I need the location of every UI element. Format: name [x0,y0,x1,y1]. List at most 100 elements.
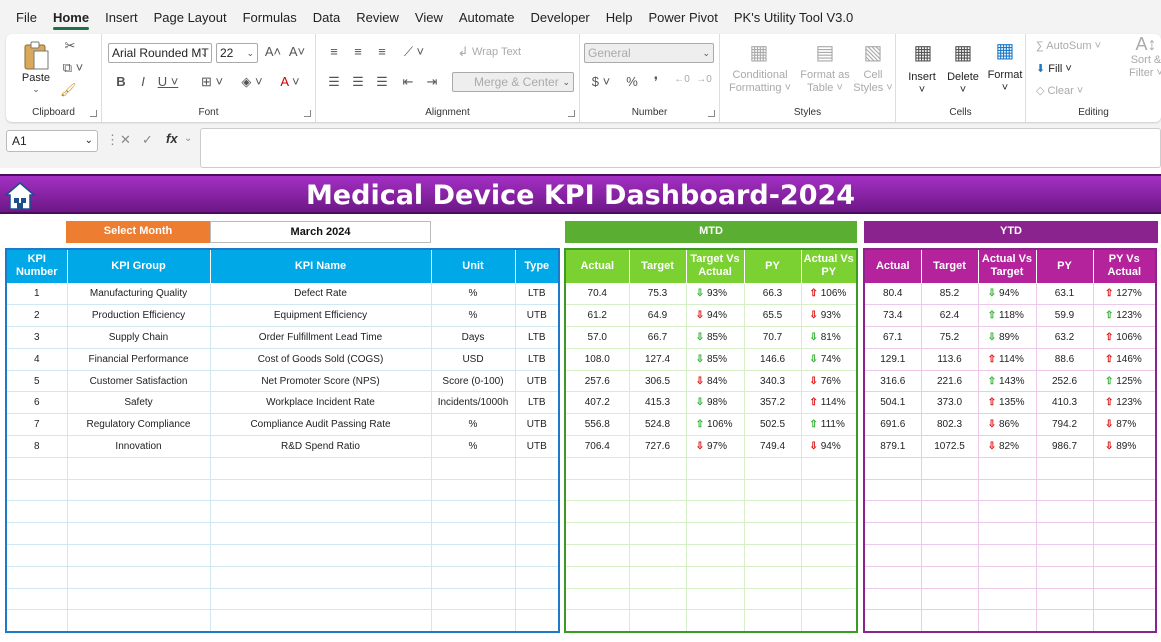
kpi-name-cell[interactable]: Net Promoter Score (NPS) [209,369,432,393]
empty-cell[interactable] [66,609,211,633]
empty-cell[interactable] [5,565,68,589]
font-launcher-icon[interactable] [304,110,311,117]
kpi-group-cell[interactable]: Safety [66,391,211,415]
empty-cell[interactable] [628,456,687,480]
empty-cell[interactable] [1035,456,1094,480]
mtd-actual-cell[interactable]: 407.2 [564,391,630,415]
empty-cell[interactable] [920,456,979,480]
borders-icon[interactable]: ⊞ ˅ [200,74,224,89]
empty-cell[interactable] [863,456,922,480]
empty-cell[interactable] [66,522,211,546]
clear-button[interactable]: ◇ Clear ˅ [1036,85,1084,97]
insert-cells-icon[interactable]: ▦ [913,42,933,64]
kpi-name-cell[interactable]: Workplace Incident Rate [209,391,432,415]
empty-cell[interactable] [863,609,922,633]
empty-cell[interactable] [628,478,687,502]
ytd-py-cell[interactable]: 794.2 [1035,413,1094,437]
name-box[interactable]: A1 ⌄ [6,130,98,152]
empty-cell[interactable] [66,587,211,611]
conditional-formatting-button[interactable]: Conditional Formatting ˅ [728,69,792,94]
mtd-actual-cell[interactable]: 57.0 [564,326,630,349]
number-launcher-icon[interactable] [708,110,715,117]
font-size-select[interactable]: 22 ⌄ [216,43,258,63]
align-right-icon[interactable]: ☰ [376,74,388,89]
empty-cell[interactable] [685,587,745,611]
empty-cell[interactable] [1092,522,1157,546]
empty-cell[interactable] [514,587,560,611]
align-center-icon[interactable]: ☰ [352,74,364,89]
empty-cell[interactable] [564,609,630,633]
empty-cell[interactable] [628,587,687,611]
empty-cell[interactable] [1035,478,1094,502]
empty-cell[interactable] [5,544,68,567]
ytd-target-cell[interactable]: 113.6 [920,347,979,371]
currency-icon[interactable]: $ ˅ [591,74,611,89]
type-cell[interactable]: LTB [514,326,560,349]
kpi-name-cell[interactable]: Equipment Efficiency [209,304,432,328]
empty-cell[interactable] [800,456,858,480]
type-cell[interactable]: UTB [514,304,560,328]
bold-icon[interactable]: B [116,74,126,89]
empty-cell[interactable] [1092,456,1157,480]
empty-cell[interactable] [920,565,979,589]
cancel-icon[interactable]: ✕ [120,132,131,147]
tab-view[interactable]: View [414,10,443,25]
type-cell[interactable]: LTB [514,282,560,306]
mtd-actual-cell[interactable]: 706.4 [564,435,630,458]
orientation-icon[interactable]: ⟋ ˅ [403,44,425,59]
font-color-icon[interactable]: A ˅ [280,74,300,89]
empty-cell[interactable] [800,500,858,524]
paste-dropdown-icon[interactable]: ⌄ [32,84,40,94]
empty-cell[interactable] [209,587,432,611]
kpi-name-cell[interactable]: Order Fulfillment Lead Time [209,326,432,349]
tab-help[interactable]: Help [605,10,633,25]
mtd-target-cell[interactable]: 127.4 [628,347,687,371]
clipboard-launcher-icon[interactable] [90,110,97,117]
delete-cells-icon[interactable]: ▦ [953,42,973,64]
formula-input[interactable] [200,128,1161,168]
empty-cell[interactable] [685,565,745,589]
tab-insert[interactable]: Insert [105,10,138,25]
mtd-py-cell[interactable]: 502.5 [743,413,802,437]
font-name-select[interactable]: Arial Rounded MT ⌄ [108,43,212,63]
empty-cell[interactable] [564,522,630,546]
merge-center-button[interactable]: Merge & Center ⌄ [452,72,574,92]
empty-cell[interactable] [800,587,858,611]
mtd-actual-cell[interactable]: 257.6 [564,369,630,393]
ytd-target-cell[interactable]: 802.3 [920,413,979,437]
kpi-group-cell[interactable]: Customer Satisfaction [66,369,211,393]
empty-cell[interactable] [1035,565,1094,589]
mtd-target-cell[interactable]: 306.5 [628,369,687,393]
mtd-actual-cell[interactable]: 108.0 [564,347,630,371]
empty-cell[interactable] [743,500,802,524]
empty-cell[interactable] [743,544,802,567]
unit-cell[interactable]: % [430,413,516,437]
delete-button[interactable]: Delete ˅ [947,71,979,96]
empty-cell[interactable] [430,587,516,611]
empty-cell[interactable] [977,478,1037,502]
cell-styles-icon[interactable]: ▧ [863,42,883,64]
tab-file[interactable]: File [16,10,37,25]
align-bottom-icon[interactable]: ≡ [378,44,386,59]
ytd-actual-cell[interactable]: 67.1 [863,326,922,349]
tab-page-layout[interactable]: Page Layout [153,10,227,25]
mtd-py-cell[interactable]: 749.4 [743,435,802,458]
empty-cell[interactable] [800,565,858,589]
ytd-actual-cell[interactable]: 691.6 [863,413,922,437]
tab-pk-s-utility-tool-v3-0[interactable]: PK's Utility Tool V3.0 [733,10,854,25]
mtd-target-cell[interactable]: 64.9 [628,304,687,328]
empty-cell[interactable] [430,522,516,546]
unit-cell[interactable]: Score (0-100) [430,369,516,393]
tab-data[interactable]: Data [312,10,341,25]
ytd-py-cell[interactable]: 59.9 [1035,304,1094,328]
number-format-select[interactable]: General ⌄ [584,43,714,63]
empty-cell[interactable] [564,587,630,611]
mtd-target-cell[interactable]: 415.3 [628,391,687,415]
format-cells-icon[interactable]: ▦ [995,40,1015,62]
kpi-group-cell[interactable]: Production Efficiency [66,304,211,328]
empty-cell[interactable] [514,456,560,480]
type-cell[interactable]: UTB [514,369,560,393]
unit-cell[interactable]: % [430,304,516,328]
empty-cell[interactable] [66,500,211,524]
empty-cell[interactable] [1092,587,1157,611]
